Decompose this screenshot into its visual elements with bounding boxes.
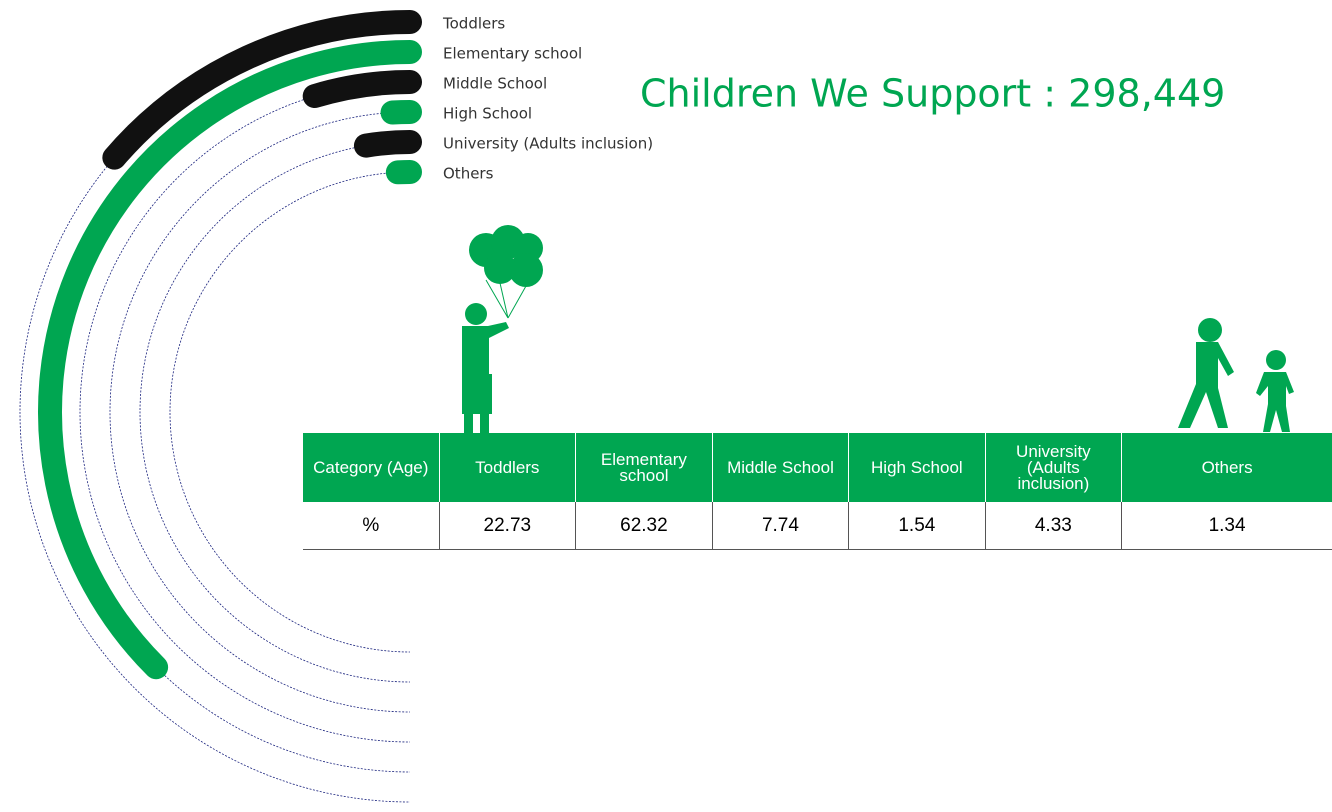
value-cell: 22.73	[438, 502, 576, 550]
legend-label: University (Adults inclusion)	[443, 135, 653, 153]
value-row: % 22.73 62.32 7.74 1.54 4.33 1.34	[303, 502, 1332, 550]
silhouettes	[462, 225, 1294, 434]
data-table: Category (Age) Toddlers Elementary school…	[303, 433, 1332, 550]
chart-title: Children We Support : 298,449	[640, 72, 1225, 116]
arcs	[19, 10, 422, 803]
value-cell: 1.34	[1121, 502, 1332, 550]
guide-arc	[139, 141, 411, 683]
guide-arc	[109, 111, 411, 713]
value-cell: 7.74	[711, 502, 849, 550]
bar-arc	[102, 10, 422, 170]
column-header: Toddlers	[438, 433, 576, 502]
legend-label: High School	[443, 105, 532, 123]
column-header: Elementary school	[575, 433, 713, 502]
guide-arc	[79, 81, 411, 743]
value-cell: 62.32	[575, 502, 713, 550]
value-cell: 1.54	[848, 502, 986, 550]
column-header: Others	[1121, 433, 1332, 502]
legend-label: Elementary school	[443, 45, 582, 63]
bar-arc	[302, 70, 422, 109]
column-header: High School	[848, 433, 986, 502]
legend-label: Middle School	[443, 75, 547, 93]
guide-arc	[169, 171, 411, 653]
corner-header: Category (Age)	[303, 433, 440, 502]
value-cell: 4.33	[984, 502, 1122, 550]
column-header: University (Adults inclusion)	[984, 433, 1122, 502]
bar-arc	[353, 130, 422, 158]
header-row: Category (Age) Toddlers Elementary school…	[303, 433, 1332, 502]
guide-arc	[19, 21, 411, 803]
legend-label: Others	[443, 165, 494, 183]
bar-arc	[380, 100, 422, 125]
legend-label: Toddlers	[442, 15, 505, 33]
column-header: Middle School	[711, 433, 849, 502]
bar-arc	[38, 40, 422, 680]
row-label: %	[303, 502, 440, 550]
